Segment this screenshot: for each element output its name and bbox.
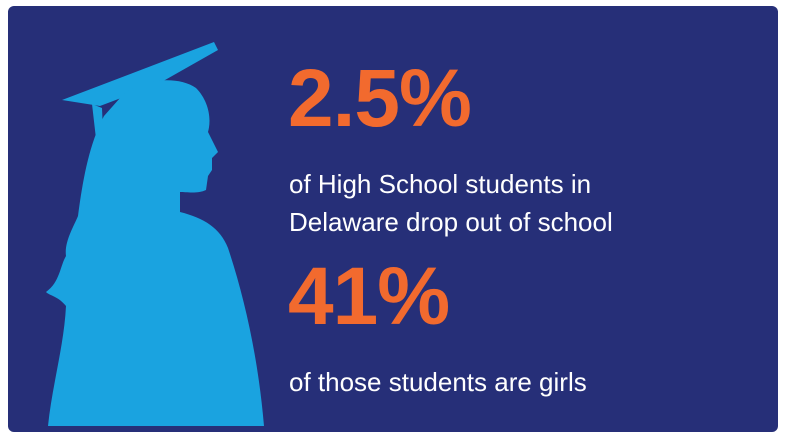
- stat-description: Delaware drop out of school: [289, 207, 613, 237]
- stat-description: of those students are girls: [289, 367, 587, 397]
- page: 2.5% of High School students in Delaware…: [0, 0, 785, 440]
- stat-value: 41%: [288, 256, 449, 338]
- graduate-silhouette: [8, 6, 308, 432]
- stat-value: 2.5%: [288, 58, 471, 140]
- infographic-panel: 2.5% of High School students in Delaware…: [8, 6, 778, 432]
- stat-description: of High School students in: [289, 169, 591, 199]
